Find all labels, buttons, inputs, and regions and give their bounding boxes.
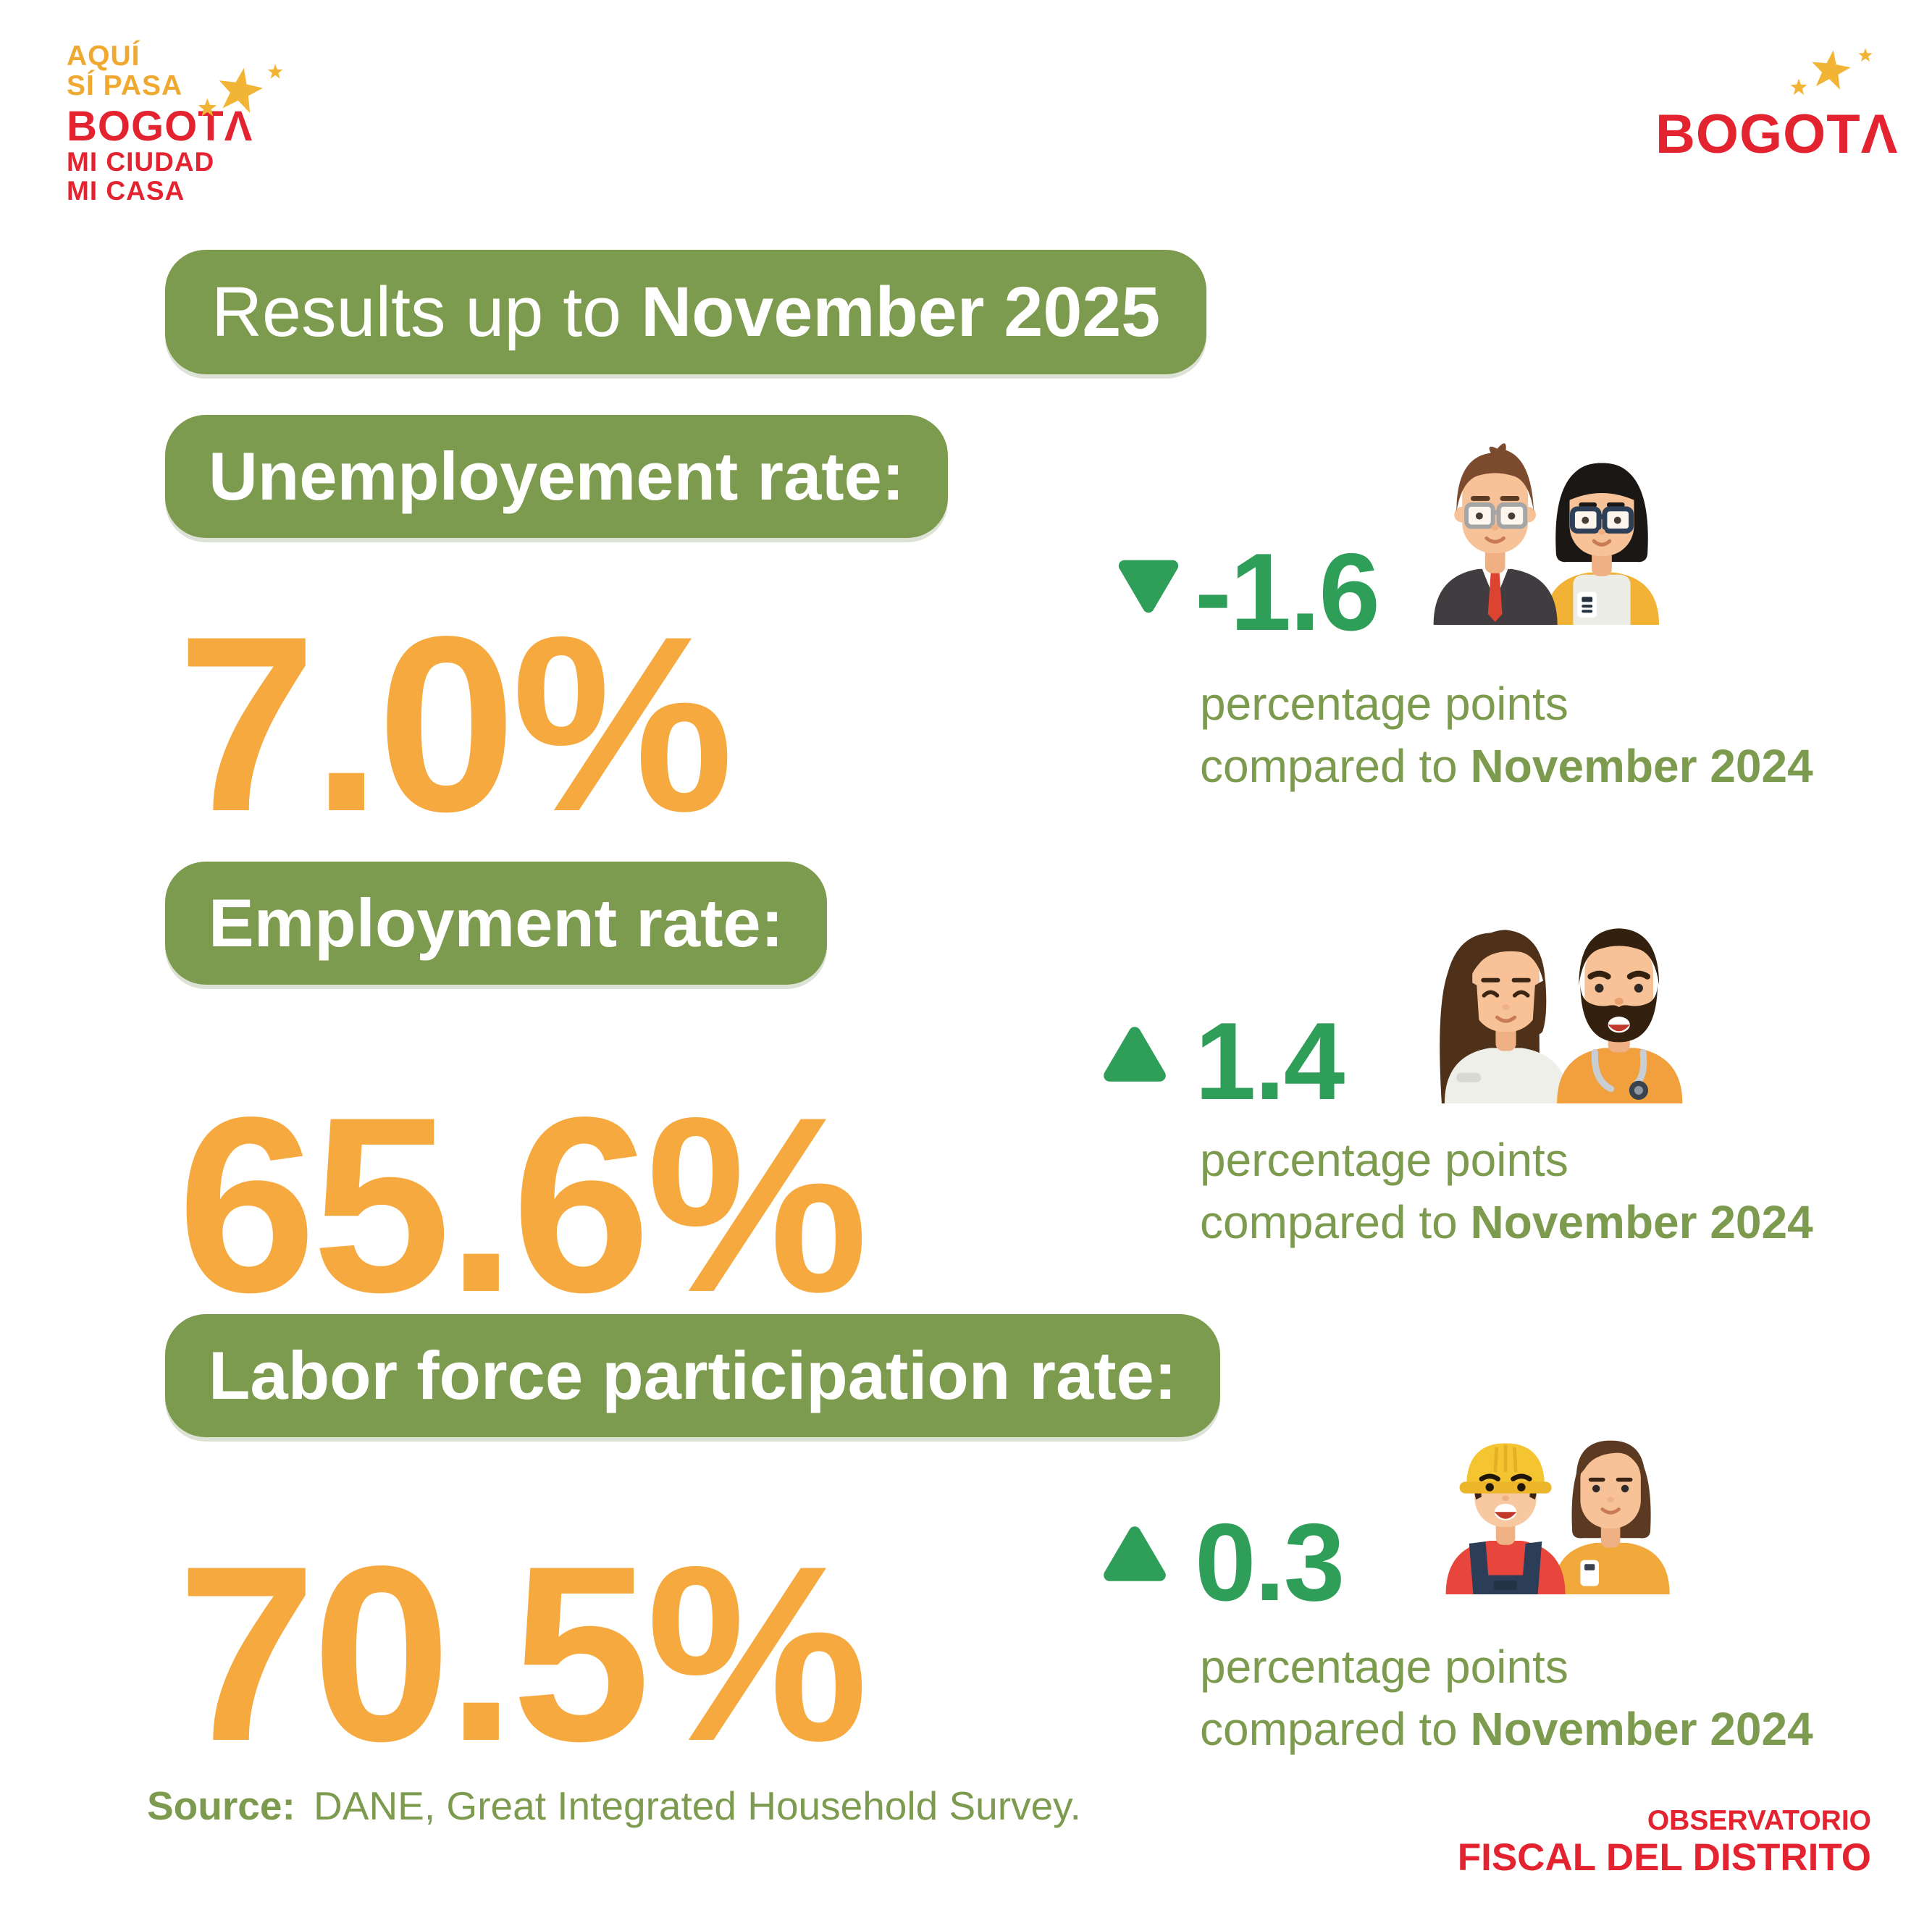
decrease-triangle-icon [1118,560,1179,613]
section-label-text: Employment rate: [209,885,784,961]
caption-line1: percentage points [1200,678,1568,730]
businessman-figure [1433,443,1558,625]
comparison-caption: percentage points compared to November 2… [1200,1129,1813,1254]
title-period: November 2025 [641,272,1161,351]
caption-line2-prefix: compared to [1200,1702,1471,1755]
source-label: Source: [147,1783,295,1828]
unemployment-rate-value: 7.0% [177,585,734,864]
caption-line2-period: November 2024 [1470,739,1813,792]
title-prefix: Results up to [211,272,642,351]
logo-wordmark: BOGOTΛ [67,102,371,150]
unemployment-change-value: -1.6 [1195,531,1380,654]
logo-lambda: Λ [1860,104,1899,165]
construction-worker-and-woman-illustration [1445,1440,1670,1594]
office-woman-figure [1544,463,1660,625]
caption-line1: percentage points [1200,1134,1568,1186]
logo-tagline-line2: SÍ PASA [67,70,183,101]
section-label-unemployment: Unemployement rate: [165,415,949,538]
stars-icon [198,64,283,117]
woman-figure [1553,1440,1670,1594]
nurse-figure [1440,930,1569,1103]
section-label-employment: Employment rate: [165,862,827,985]
comparison-caption: percentage points compared to November 2… [1200,673,1813,798]
logo-subline1: MI CIUDAD [67,146,215,177]
org-line2: FISCAL DEL DISTRITO [1457,1835,1871,1879]
logo-wordmark-text: BOGOT [1655,104,1861,165]
caption-line2-period: November 2024 [1470,1195,1813,1248]
logo-subline2: MI CASA [67,175,185,206]
stars-icon [1790,48,1873,96]
caption-line2: compared to November 2024 [1200,736,1813,798]
section-label-labor-force: Labor force participation rate: [165,1314,1221,1437]
title-banner: Results up to November 2025 [165,250,1207,374]
org-line1: OBSERVATORIO [1647,1805,1871,1836]
nurse-and-doctor-illustration [1440,928,1683,1103]
source-text: DANE, Great Integrated Household Survey. [302,1783,1081,1828]
bogota-city-logo: AQUÍ SÍ PASA BOGOTΛ MI CIUDAD MI CASA [67,41,371,223]
construction-worker-figure [1445,1443,1566,1594]
bogota-logo: BOGOTΛ [1655,48,1897,171]
businessman-and-woman-illustration [1433,443,1660,625]
caption-line2: compared to November 2024 [1200,1192,1813,1254]
caption-line2: compared to November 2024 [1200,1699,1813,1761]
section-label-text: Labor force participation rate: [209,1337,1177,1413]
increase-triangle-icon [1104,1526,1166,1581]
caption-line1: percentage points [1200,1641,1568,1693]
employment-rate-value: 65.6% [177,1066,868,1345]
logo-tagline-line1: AQUÍ [67,41,140,72]
observatorio-fiscal-logo: OBSERVATORIO FISCAL DEL DISTRITO [1457,1805,1871,1879]
section-label-text: Unemployement rate: [209,438,905,514]
employment-change-value: 1.4 [1195,1000,1345,1123]
labor-force-rate-value: 70.5% [177,1515,868,1793]
comparison-caption: percentage points compared to November 2… [1200,1636,1813,1761]
caption-line2-prefix: compared to [1200,1195,1471,1248]
increase-triangle-icon [1104,1027,1166,1082]
caption-line2-prefix: compared to [1200,739,1471,792]
source-note: Source: DANE, Great Integrated Household… [147,1783,1081,1829]
caption-line2-period: November 2024 [1470,1702,1813,1755]
stethoscope-icon [1591,1048,1615,1093]
logo-wordmark-text: BOGOT [67,102,224,150]
logo-lambda: Λ [224,102,253,150]
labor-force-change-value: 0.3 [1195,1501,1345,1624]
logo-wordmark: BOGOTΛ [1655,103,1898,166]
doctor-figure [1557,928,1683,1103]
